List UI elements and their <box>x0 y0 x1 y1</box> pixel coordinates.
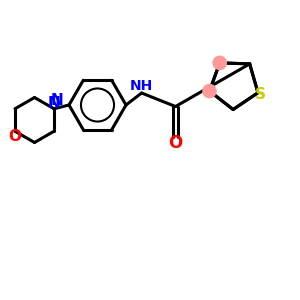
Text: NH: NH <box>130 80 153 93</box>
Circle shape <box>213 56 226 70</box>
Text: S: S <box>255 87 266 102</box>
Text: N: N <box>51 93 63 108</box>
Text: N: N <box>48 96 60 111</box>
Text: O: O <box>8 129 21 144</box>
Text: O: O <box>168 134 183 152</box>
Circle shape <box>203 84 216 98</box>
